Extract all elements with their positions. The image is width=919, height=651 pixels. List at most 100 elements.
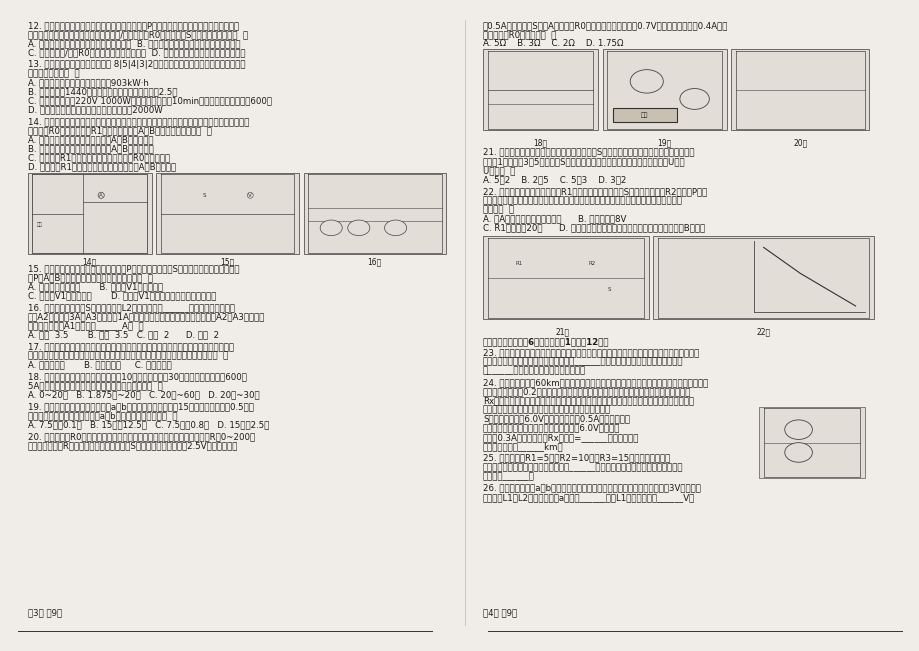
Text: 19. 如图将电阻值为某的导线接在a、b两端，伏特表的读数为15伏，安培表的读数0.5安。: 19. 如图将电阻值为某的导线接在a、b两端，伏特表的读数为15伏，安培表的读数…	[28, 402, 254, 411]
Text: 21题: 21题	[555, 327, 570, 337]
Text: 数之比1甲：乙为3：5。当开关S闭合，甲、乙两表为电压表时，两表示数之比U甲：: 数之比1甲：乙为3：5。当开关S闭合，甲、乙两表为电压表时，两表示数之比U甲：	[482, 157, 685, 166]
Text: 尺与橡胶棒相互排斥。由此判断塑料尺带______电。在毛皮摩擦橡胶棒的过程中，毛: 尺与橡胶棒相互排斥。由此判断塑料尺带______电。在毛皮摩擦橡胶棒的过程中，毛	[482, 357, 683, 367]
Text: 度与受到的拉力大小成正比。滑动变阻器/所段电阻为R0。闭合开关S后，说法正确的是（  ）: 度与受到的拉力大小成正比。滑动变阻器/所段电阻为R0。闭合开关S后，说法正确的是…	[28, 30, 247, 39]
Text: C. 滑动变阻器/所段R0的阻值随拉力增大而减小  D. 把电压表改成拉力计时表盘刻度均匀: C. 滑动变阻器/所段R0的阻值随拉力增大而减小 D. 把电压表改成拉力计时表盘…	[28, 48, 244, 57]
Circle shape	[384, 220, 406, 236]
Text: 缆导子束的电阻为0.2欧，混放下电缆在某处由于绝缘层老化而发生了漏电，设漏电电阻为: 缆导子束的电阻为0.2欧，混放下电缆在某处由于绝缘层老化而发生了漏电，设漏电电阻…	[482, 387, 690, 396]
Text: V: V	[643, 78, 649, 85]
Text: R2: R2	[588, 261, 596, 266]
Text: D. 当仅增大R1接入电路中的阻值时，可降低A、B间的电压: D. 当仅增大R1接入电路中的阻值时，可降低A、B间的电压	[28, 163, 176, 172]
Text: C. R1的阻值是20欧      D. 滑阻处于中点时，电流表和电压表的示数对应的是B点的值: C. R1的阻值是20欧 D. 滑阻处于中点时，电流表和电压表的示数对应的是B点…	[482, 223, 704, 232]
Text: 12. 在如图所示的电子拉力计中，滑动变阻器滑片P与弹簧上端固定在一起，弹簧伸长的长: 12. 在如图所示的电子拉力计中，滑动变阻器滑片P与弹簧上端固定在一起，弹簧伸长…	[28, 21, 238, 30]
Text: 为0.5A；再把开关S拨于A，并调节R0，得到电压表读数减小0.7V，电流表读数增加0.4A。最: 为0.5A；再把开关S拨于A，并调节R0，得到电压表读数减小0.7V，电流表读数…	[482, 21, 728, 30]
FancyBboxPatch shape	[652, 236, 873, 319]
Text: 二、填空题（本题共6个小题，每空1分，共12分）: 二、填空题（本题共6个小题，每空1分，共12分）	[482, 337, 609, 346]
Text: 14. 光敏电阻的特点有光照射时它的阻值变小。如图所示某小区门口利用光敏电阻设计的行人监: 14. 光敏电阻的特点有光照射时它的阻值变小。如图所示某小区门口利用光敏电阻设计…	[28, 117, 249, 126]
Text: 确的是（  ）: 确的是（ ）	[482, 205, 514, 214]
Text: 13. 小明家上次查看电能表示数为 8|5|4|3|2，本次查看时电能表读数如图所示。则下: 13. 小明家上次查看电能表示数为 8|5|4|3|2，本次查看时电能表读数如图…	[28, 60, 244, 69]
Text: 16. 如图所示，当开关S闭合后，通过L2的电流方向为______（选填向左或向右；: 16. 如图所示，当开关S闭合后，通过L2的电流方向为______（选填向左或向…	[28, 303, 234, 312]
Text: 5A字样，则该电路正常使用时总电阻的变化范围是（  ）: 5A字样，则该电路正常使用时总电阻的变化范围是（ ）	[28, 381, 162, 391]
Text: 17. 节约能源，人人有责。关掉不必要的用电器也是节约用电的一种途径。上晚自习时小: 17. 节约能源，人人有责。关掉不必要的用电器也是节约用电的一种途径。上晚自习时…	[28, 342, 233, 352]
Text: 22. 如图电路，电源电压不变，R1为定值电阻，闭合开关S，将滑动变阻器R2的滑片P从最: 22. 如图电路，电源电压不变，R1为定值电阻，闭合开关S，将滑动变阻器R2的滑…	[482, 187, 707, 196]
Circle shape	[784, 420, 811, 439]
Text: 在甲地进行第一次检测时，如图所示连接电路，闭合开关: 在甲地进行第一次检测时，如图所示连接电路，闭合开关	[482, 406, 610, 415]
FancyBboxPatch shape	[612, 108, 676, 122]
FancyBboxPatch shape	[731, 49, 868, 130]
Text: 电源: 电源	[641, 113, 648, 118]
Text: A: A	[393, 225, 397, 230]
Circle shape	[784, 443, 811, 462]
Text: A. 总电阻减小       B. 总电流增大     C. 总功率减小: A. 总电阻减小 B. 总电流增大 C. 总功率减小	[28, 361, 171, 370]
Text: A. 电路中电流表的示数随拉力的增大而减小  B. 电路中电压表的示数随拉力的增大而减小: A. 电路中电流表的示数随拉力的增大而减小 B. 电路中电压表的示数随拉力的增大…	[28, 39, 240, 48]
FancyBboxPatch shape	[303, 173, 446, 254]
Text: C. 电压表V1的示数变小       D. 电压表V1示数与电流表示数的比值变大: C. 电压表V1的示数变小 D. 电压表V1示数与电流表示数的比值变大	[28, 292, 216, 301]
Text: 19题: 19题	[656, 138, 671, 147]
Circle shape	[347, 220, 369, 236]
Text: A: A	[99, 193, 103, 198]
Text: S: S	[202, 193, 206, 198]
FancyBboxPatch shape	[482, 49, 597, 130]
Circle shape	[630, 70, 663, 93]
Text: 22题: 22题	[755, 327, 770, 337]
Text: R1: R1	[515, 261, 522, 266]
Text: 15. 如图所示电路，电源两端电压不变，P为定值电阻，开关S闭合后，在滑动变阻器的滑: 15. 如图所示电路，电源两端电压不变，P为定值电阻，开关S闭合后，在滑动变阻器…	[28, 264, 239, 273]
Text: 的滑动变阻器，R是未知定值电阻，当把开关S拨下后，电压表读数为2.5V，电流表读数: 的滑动变阻器，R是未知定值电阻，当把开关S拨下后，电压表读数为2.5V，电流表读…	[28, 441, 238, 450]
Text: V: V	[248, 193, 252, 198]
Text: 到甲地的距离为______km。: 到甲地的距离为______km。	[482, 442, 563, 451]
Text: 21. 如图所示的电路中，电源电压不变。当开关S断开，甲、乙两表为电流表时，两表的示: 21. 如图所示的电路中，电源电压不变。当开关S断开，甲、乙两表为电流表时，两表…	[482, 148, 694, 157]
Text: 第3页 共9页: 第3页 共9页	[28, 609, 62, 618]
Text: 阻之比为______。: 阻之比为______。	[482, 472, 534, 481]
Text: V: V	[796, 450, 800, 455]
Text: A. 7.5伏，0.1安   B. 15伏，12.5安   C. 7.5伏，0.8安   D. 15伏，2.5安: A. 7.5伏，0.1安 B. 15伏，12.5安 C. 7.5伏，0.8安 D…	[28, 421, 268, 430]
Text: 20. 小红测电阻R0的阻值，设计的电路如图所示，电源电压保持不变，其中R是0~200欧: 20. 小红测电阻R0的阻值，设计的电路如图所示，电源电压保持不变，其中R是0~…	[28, 432, 255, 441]
Text: A. 电流表的示数变小       B. 电压表V1的示数变小: A. 电流表的示数变小 B. 电压表V1的示数变小	[28, 283, 163, 292]
FancyBboxPatch shape	[758, 407, 864, 478]
Text: A. 5：2    B. 2：5    C. 5：3    D. 3：2: A. 5：2 B. 2：5 C. 5：3 D. 3：2	[482, 175, 626, 184]
Text: A. 点A表示滑动变阻器在左边时      B. 电源电压为8V: A. 点A表示滑动变阻器在左边时 B. 电源电压为8V	[482, 214, 626, 223]
Text: 15题: 15题	[220, 257, 234, 266]
Text: A. 向右  3.5       B. 向右  3.5   C. 向右  2      D. 向左  2: A. 向右 3.5 B. 向右 3.5 C. 向右 2 D. 向左 2	[28, 331, 219, 340]
Text: 明发现教室里的投影仪还开着却没有使用，于是主动关掉了投影仪。则教室电路的（  ）: 明发现教室里的投影仪还开着却没有使用，于是主动关掉了投影仪。则教室电路的（ ）	[28, 352, 228, 361]
Text: C. 若只让一个标有220V 1000W的用电器正常工作10min，则电能表的圆盘转了600转: C. 若只让一个标有220V 1000W的用电器正常工作10min，则电能表的圆…	[28, 96, 271, 105]
Text: 18题: 18题	[532, 138, 547, 147]
Circle shape	[679, 89, 709, 109]
FancyBboxPatch shape	[156, 173, 299, 254]
Text: A. 当有人通过遮挡而遮蔽光线时，A、B间电压降低: A. 当有人通过遮挡而遮蔽光线时，A、B间电压降低	[28, 135, 153, 145]
Text: C. 当仅增大R1接入电路中的阻值时，通过R0的电流变大: C. 当仅增大R1接入电路中的阻值时，通过R0的电流变大	[28, 154, 169, 163]
Text: 其中A2的示数为3A，A3的示数为1A，交换某两个灯泡后，再次闭合开关，A2、A3的示数均: 其中A2的示数为3A，A3的示数为1A，交换某两个灯泡后，再次闭合开关，A2、A…	[28, 312, 265, 322]
Text: 25. 有三个电阻R1=5欧，R2=10欧，R3=15欧，若将三者串联: 25. 有三个电阻R1=5欧，R2=10欧，R3=15欧，若将三者串联	[482, 454, 670, 463]
Circle shape	[320, 220, 342, 236]
Text: B. 当有人通过遮挡而遮蔽光线时，A、B间电压升高: B. 当有人通过遮挡而遮蔽光线时，A、B间电压升高	[28, 145, 153, 154]
Text: A. 0~20欧   B. 1.875欧~20欧   C. 20欧~60欧   D. 20欧~30欧: A. 0~20欧 B. 1.875欧~20欧 C. 20欧~60欧 D. 20欧…	[28, 391, 259, 400]
Text: 控装置，R0为光敏电阻，R1为滑动变阻器，A、B间接监控装置。则（  ）: 控装置，R0为光敏电阻，R1为滑动变阻器，A、B间接监控装置。则（ ）	[28, 126, 211, 135]
Text: A: A	[692, 96, 696, 102]
Text: 法在乙地进行第二次检测时，电压表示数为6.0V，电流表: 法在乙地进行第二次检测时，电压表示数为6.0V，电流表	[482, 424, 619, 433]
Text: 接入电路则三个电阻两端的电压之比为______，若将三者并联接入电路则通过三个电: 接入电路则三个电阻两端的电压之比为______，若将三者并联接入电路则通过三个电	[482, 463, 683, 472]
Text: A: A	[796, 427, 800, 432]
Text: S，电压表示数为6.0V，电流表示数为0.5A，相同样的方: S，电压表示数为6.0V，电流表示数为0.5A，相同样的方	[482, 415, 630, 424]
Text: 为了使灯L1和L2均能发光，则a处应为______表，L1两端的电压为______V。: 为了使灯L1和L2均能发光，则a处应为______表，L1两端的电压为_____…	[482, 493, 695, 502]
FancyBboxPatch shape	[602, 49, 726, 130]
Text: 16题: 16题	[367, 257, 381, 266]
Text: 皮______（选填得到电子或失去电子）。: 皮______（选填得到电子或失去电子）。	[482, 367, 585, 376]
Text: 不变。则电流表A1的示数为______A（  ）: 不变。则电流表A1的示数为______A（ ）	[28, 322, 143, 331]
Text: 若把该电阻均分成五份并联接在a、b两端，则两表的示数（  ）: 若把该电阻均分成五份并联接在a、b两端，则两表的示数（ ）	[28, 411, 177, 421]
Text: A. 5Ω    B. 3Ω    C. 2Ω    D. 1.75Ω: A. 5Ω B. 3Ω C. 2Ω D. 1.75Ω	[482, 39, 623, 48]
Text: 24. 甲、乙两地相距60km，在甲、乙两地之间沿直线铺设了两条地下电缆，已知单条地下电: 24. 甲、乙两地相距60km，在甲、乙两地之间沿直线铺设了两条地下电缆，已知单…	[482, 378, 708, 387]
Text: 右端移动到最左端的过程中，电压表和电流表的示数变化情况如乙图所示。则下列判断正: 右端移动到最左端的过程中，电压表和电流表的示数变化情况如乙图所示。则下列判断正	[482, 196, 682, 205]
Text: 23. 小明用塑料尺在干燥的头发上摩擦了几下，将塑料尺靠近毛皮摩擦过的橡胶棒，发现塑料: 23. 小明用塑料尺在干燥的头发上摩擦了几下，将塑料尺靠近毛皮摩擦过的橡胶棒，发…	[482, 348, 698, 357]
Text: 第4页 共9页: 第4页 共9页	[482, 609, 516, 618]
Text: 18. 在如图所示的电路中，电源电压为10伏，定值电阻为30欧，滑动变阻器标有600，: 18. 在如图所示的电路中，电源电压为10伏，定值电阻为30欧，滑动变阻器标有6…	[28, 372, 246, 381]
Text: U乙为（  ）: U乙为（ ）	[482, 166, 515, 175]
Text: 14题: 14题	[82, 257, 96, 266]
Text: 片P由A向B移动的过程中，下列判断正确的是（  ）: 片P由A向B移动的过程中，下列判断正确的是（ ）	[28, 273, 153, 283]
Text: 20题: 20题	[792, 138, 807, 147]
Text: D. 小明家同时工作的用电器总功率不能超过2000W: D. 小明家同时工作的用电器总功率不能超过2000W	[28, 105, 162, 115]
Text: 示数为0.3A，则漏电电阻Rx的阻值=______欧；漏电位置: 示数为0.3A，则漏电电阻Rx的阻值=______欧；漏电位置	[482, 433, 639, 442]
Text: A: A	[357, 225, 360, 230]
Text: Rx，为了确定漏电位置，检修员在甲、乙两地间电压表、电流表和电源器进行了一次检测。: Rx，为了确定漏电位置，检修员在甲、乙两地间电压表、电流表和电源器进行了一次检测…	[482, 396, 693, 406]
Text: 26. 如图所示，其中a、b两处为电表，两个完全相同的小灯泡接入电源电压为3V的电路。: 26. 如图所示，其中a、b两处为电表，两个完全相同的小灯泡接入电源电压为3V的…	[482, 484, 700, 493]
Text: A: A	[329, 225, 333, 230]
FancyBboxPatch shape	[482, 236, 648, 319]
Text: 列说法正确的是（  ）: 列说法正确的是（ ）	[28, 69, 79, 78]
